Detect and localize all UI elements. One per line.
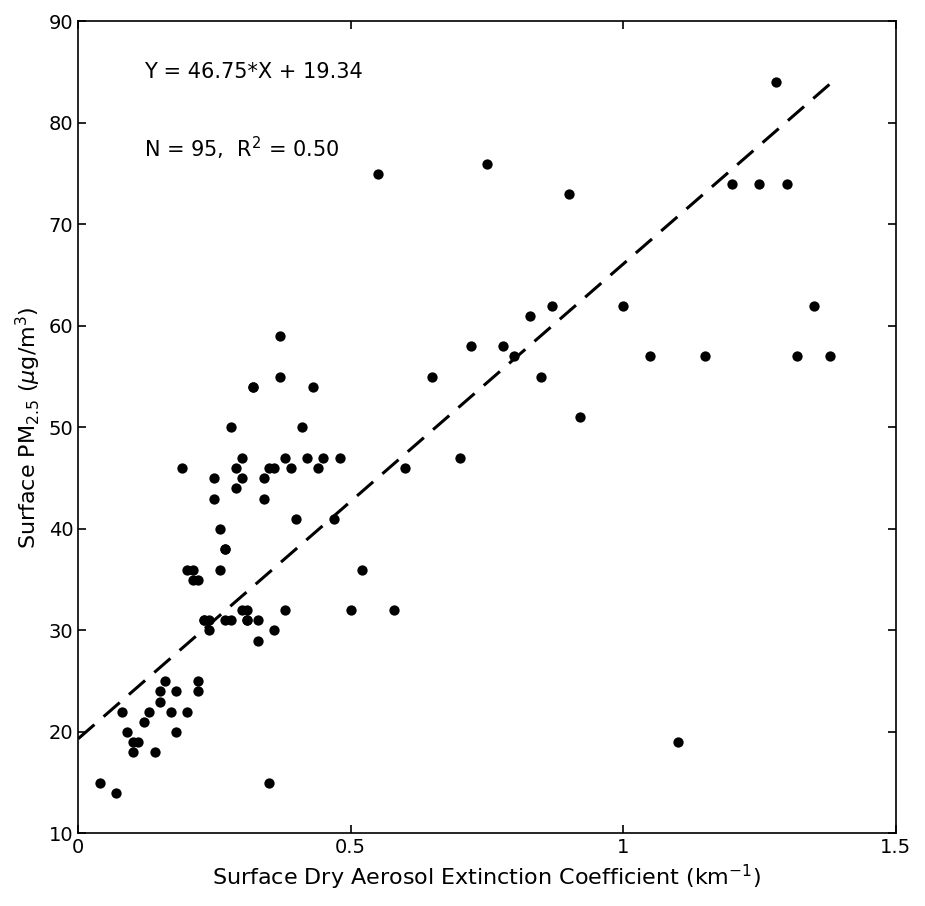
Point — [524, 309, 538, 323]
Point — [273, 329, 288, 343]
Point — [191, 573, 205, 587]
Point — [769, 75, 783, 90]
Point — [234, 602, 249, 617]
Point — [153, 694, 167, 708]
Y-axis label: Surface PM$_{2.5}$ ($\mu$g/m$^3$): Surface PM$_{2.5}$ ($\mu$g/m$^3$) — [14, 306, 43, 549]
Point — [354, 563, 369, 577]
Point — [191, 684, 205, 699]
Point — [316, 450, 331, 465]
Point — [224, 420, 239, 435]
Point — [573, 410, 587, 425]
Point — [822, 349, 837, 363]
Point — [179, 563, 194, 577]
Point — [724, 177, 739, 191]
Point — [169, 684, 184, 699]
Point — [120, 725, 135, 739]
Point — [616, 298, 631, 313]
Point — [327, 512, 341, 526]
Point — [213, 563, 228, 577]
Point — [240, 613, 254, 628]
Point — [779, 177, 794, 191]
Point — [278, 602, 292, 617]
Point — [175, 461, 190, 476]
Point — [228, 481, 243, 496]
Point — [289, 512, 303, 526]
Point — [311, 461, 326, 476]
Point — [142, 705, 156, 719]
Point — [305, 380, 320, 394]
Point — [224, 613, 239, 628]
X-axis label: Surface Dry Aerosol Extinction Coefficient (km$^{-1}$): Surface Dry Aerosol Extinction Coefficie… — [213, 863, 761, 892]
Point — [196, 613, 211, 628]
Point — [207, 491, 222, 506]
Point — [164, 705, 179, 719]
Point — [671, 735, 685, 749]
Point — [262, 776, 277, 790]
Point — [371, 167, 386, 181]
Point — [283, 461, 298, 476]
Text: N = 95,  R$^2$ = 0.50: N = 95, R$^2$ = 0.50 — [143, 135, 339, 162]
Point — [126, 735, 141, 749]
Point — [207, 471, 222, 486]
Point — [790, 349, 805, 363]
Point — [278, 450, 292, 465]
Point — [130, 735, 145, 749]
Point — [643, 349, 658, 363]
Point — [251, 613, 265, 628]
Point — [92, 776, 107, 790]
Point — [256, 491, 271, 506]
Point — [196, 613, 211, 628]
Point — [479, 156, 494, 170]
Point — [185, 573, 200, 587]
Point — [534, 370, 549, 384]
Point — [218, 542, 233, 556]
Point — [496, 339, 511, 353]
Point — [807, 298, 821, 313]
Point — [561, 187, 576, 201]
Point — [273, 370, 288, 384]
Point — [158, 674, 173, 689]
Point — [251, 633, 265, 648]
Point — [267, 461, 282, 476]
Point — [115, 705, 130, 719]
Point — [332, 450, 347, 465]
Point — [398, 461, 413, 476]
Point — [245, 380, 260, 394]
Point — [240, 613, 254, 628]
Point — [191, 674, 205, 689]
Point — [234, 450, 249, 465]
Point — [213, 522, 228, 536]
Point — [228, 461, 243, 476]
Point — [267, 623, 282, 638]
Point — [202, 613, 216, 628]
Point — [752, 177, 767, 191]
Point — [300, 450, 314, 465]
Point — [256, 471, 271, 486]
Point — [218, 613, 233, 628]
Point — [425, 370, 439, 384]
Point — [179, 705, 194, 719]
Text: Y = 46.75*X + 19.34: Y = 46.75*X + 19.34 — [143, 62, 363, 82]
Point — [234, 471, 249, 486]
Point — [245, 380, 260, 394]
Point — [697, 349, 712, 363]
Point — [240, 602, 254, 617]
Point — [185, 563, 200, 577]
Point — [147, 745, 162, 759]
Point — [294, 420, 309, 435]
Point — [507, 349, 522, 363]
Point — [262, 461, 277, 476]
Point — [463, 339, 478, 353]
Point — [202, 623, 216, 638]
Point — [545, 298, 560, 313]
Point — [126, 745, 141, 759]
Point — [343, 602, 358, 617]
Point — [136, 715, 151, 729]
Point — [169, 725, 184, 739]
Point — [387, 602, 401, 617]
Point — [218, 542, 233, 556]
Point — [153, 684, 167, 699]
Point — [109, 786, 124, 800]
Point — [452, 450, 467, 465]
